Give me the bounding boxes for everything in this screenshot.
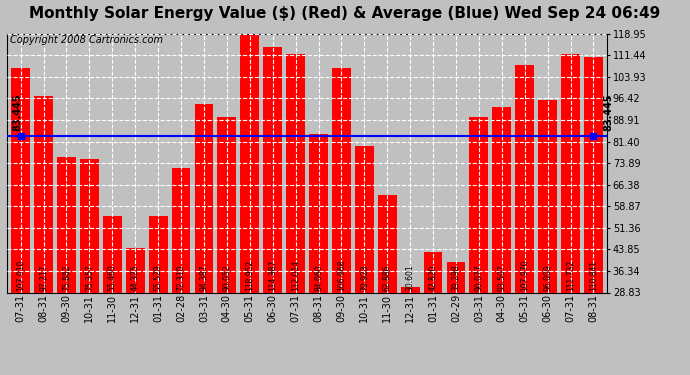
Bar <box>515 65 534 375</box>
Bar <box>538 100 557 375</box>
Bar <box>446 262 465 375</box>
Text: 111.732: 111.732 <box>566 260 575 291</box>
Text: 106.968: 106.968 <box>337 260 346 291</box>
Text: 94.387: 94.387 <box>199 264 208 291</box>
Text: 118.952: 118.952 <box>245 260 255 291</box>
Text: 90.052: 90.052 <box>222 264 231 291</box>
Text: 96.009: 96.009 <box>543 264 552 291</box>
Bar <box>355 146 374 375</box>
Text: 83.445: 83.445 <box>12 94 23 131</box>
Text: 84.060: 84.060 <box>314 264 323 291</box>
Bar <box>217 117 236 375</box>
Text: 110.841: 110.841 <box>589 260 598 291</box>
Bar <box>561 54 580 375</box>
Text: 114.387: 114.387 <box>268 260 277 291</box>
Bar <box>424 252 442 375</box>
Bar <box>149 216 168 375</box>
Text: 55.460: 55.460 <box>108 264 117 291</box>
Text: 75.357: 75.357 <box>85 264 94 291</box>
Bar <box>103 216 121 375</box>
Text: 72.310: 72.310 <box>177 265 186 291</box>
Text: 107.970: 107.970 <box>520 260 529 291</box>
Bar <box>34 96 53 375</box>
Bar <box>126 248 145 375</box>
Text: Copyright 2008 Cartronics.com: Copyright 2008 Cartronics.com <box>10 35 163 45</box>
Bar <box>469 117 489 375</box>
Text: 30.601: 30.601 <box>406 264 415 291</box>
Text: 93.507: 93.507 <box>497 264 506 291</box>
Bar <box>11 68 30 375</box>
Text: Monthly Solar Energy Value ($) (Red) & Average (Blue) Wed Sep 24 06:49: Monthly Solar Energy Value ($) (Red) & A… <box>30 6 660 21</box>
Text: 79.923: 79.923 <box>359 264 369 291</box>
Text: 107.010: 107.010 <box>16 260 25 291</box>
Bar <box>80 159 99 375</box>
Text: 83.445: 83.445 <box>603 94 613 131</box>
Bar <box>332 68 351 375</box>
Text: 112.014: 112.014 <box>291 260 300 291</box>
Text: 75.882: 75.882 <box>62 265 71 291</box>
Bar <box>309 134 328 375</box>
Bar <box>584 57 603 375</box>
Text: 90.077: 90.077 <box>475 264 484 291</box>
Text: 42.820: 42.820 <box>428 265 437 291</box>
Text: 62.886: 62.886 <box>383 265 392 291</box>
Bar <box>378 195 397 375</box>
Text: 39.298: 39.298 <box>451 265 460 291</box>
Text: 44.325: 44.325 <box>130 264 139 291</box>
Bar <box>401 287 420 375</box>
Bar <box>493 107 511 375</box>
Text: 55.529: 55.529 <box>154 264 163 291</box>
Bar <box>240 34 259 375</box>
Bar <box>172 168 190 375</box>
Text: 97.217: 97.217 <box>39 265 48 291</box>
Bar <box>195 104 213 375</box>
Bar <box>286 54 305 375</box>
Bar <box>264 47 282 375</box>
Bar <box>57 158 76 375</box>
